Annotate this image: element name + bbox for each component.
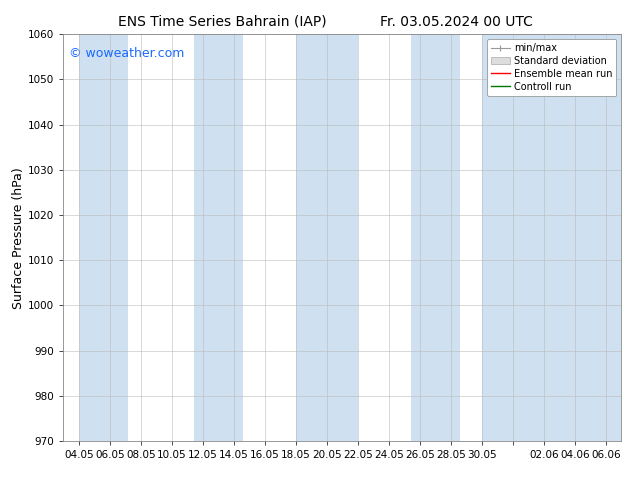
Bar [79,34,129,441]
Text: ENS Time Series Bahrain (IAP): ENS Time Series Bahrain (IAP) [117,15,327,29]
Bar [411,34,460,441]
Text: Fr. 03.05.2024 00 UTC: Fr. 03.05.2024 00 UTC [380,15,533,29]
Text: © woweather.com: © woweather.com [69,47,184,59]
Bar [482,34,621,441]
Bar [296,34,358,441]
Legend: min/max, Standard deviation, Ensemble mean run, Controll run: min/max, Standard deviation, Ensemble me… [487,39,616,96]
Bar [193,34,243,441]
Y-axis label: Surface Pressure (hPa): Surface Pressure (hPa) [12,167,25,309]
